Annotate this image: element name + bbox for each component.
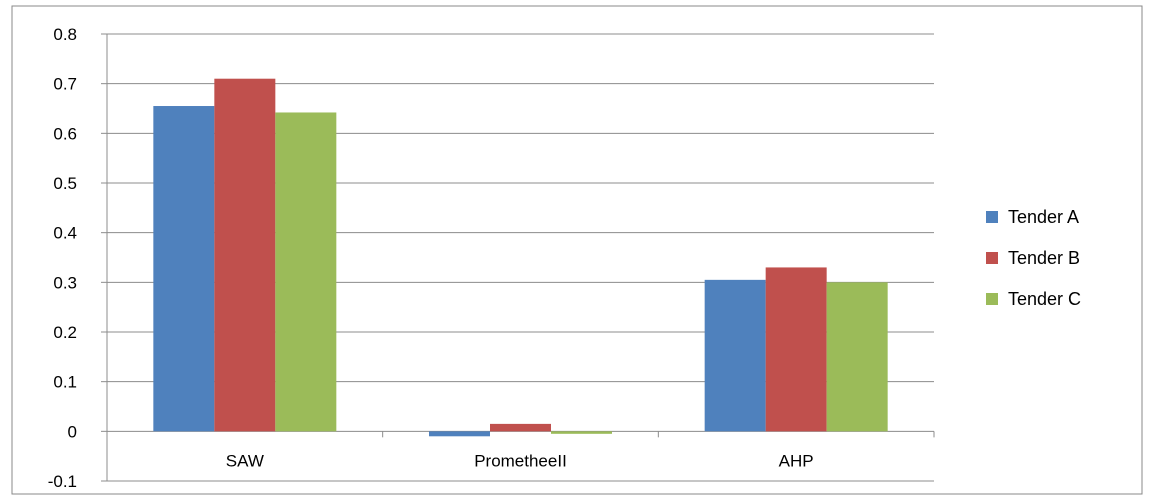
- y-tick-label: -0.1: [48, 472, 77, 491]
- y-tick-label: 0.5: [53, 174, 77, 193]
- y-tick-label: 0.3: [53, 273, 77, 292]
- bar-tender-b-ahp: [765, 267, 827, 432]
- x-category-label: SAW: [226, 451, 264, 470]
- bar-tender-c-ahp: [826, 282, 888, 432]
- y-tick-labels: 0.8 0.7 0.6 0.5 0.4 0.3 0.2 0.1 0 -0.1: [48, 25, 77, 491]
- x-category-label: PrometheeII: [474, 451, 567, 470]
- y-tick-label: 0.2: [53, 323, 77, 342]
- bar-tender-b-saw: [214, 78, 276, 432]
- legend-swatch: [986, 211, 998, 223]
- bars: [153, 78, 888, 437]
- legend-label: Tender A: [1008, 207, 1079, 227]
- x-category-label: AHP: [779, 451, 814, 470]
- y-tick-label: 0.7: [53, 75, 77, 94]
- legend-swatch: [986, 293, 998, 305]
- bar-tender-c-prometheeii: [551, 431, 612, 434]
- y-tick-label: 0.4: [53, 224, 77, 243]
- y-tick-label: 0.1: [53, 373, 77, 392]
- legend: Tender A Tender B Tender C: [986, 207, 1081, 309]
- y-tick-label: 0: [68, 422, 77, 441]
- legend-label: Tender B: [1008, 248, 1080, 268]
- legend-label: Tender C: [1008, 289, 1081, 309]
- bar-tender-a-ahp: [704, 279, 766, 432]
- bar-tender-b-prometheeii: [490, 423, 551, 432]
- bar-tender-a-prometheeii: [429, 431, 490, 437]
- y-tick-label: 0.6: [53, 124, 77, 143]
- legend-swatch: [986, 252, 998, 264]
- bar-tender-a-saw: [153, 106, 215, 432]
- y-tick-label: 0.8: [53, 25, 77, 44]
- bar-tender-c-saw: [275, 112, 337, 432]
- x-category-labels: SAW PrometheeII AHP: [226, 451, 814, 470]
